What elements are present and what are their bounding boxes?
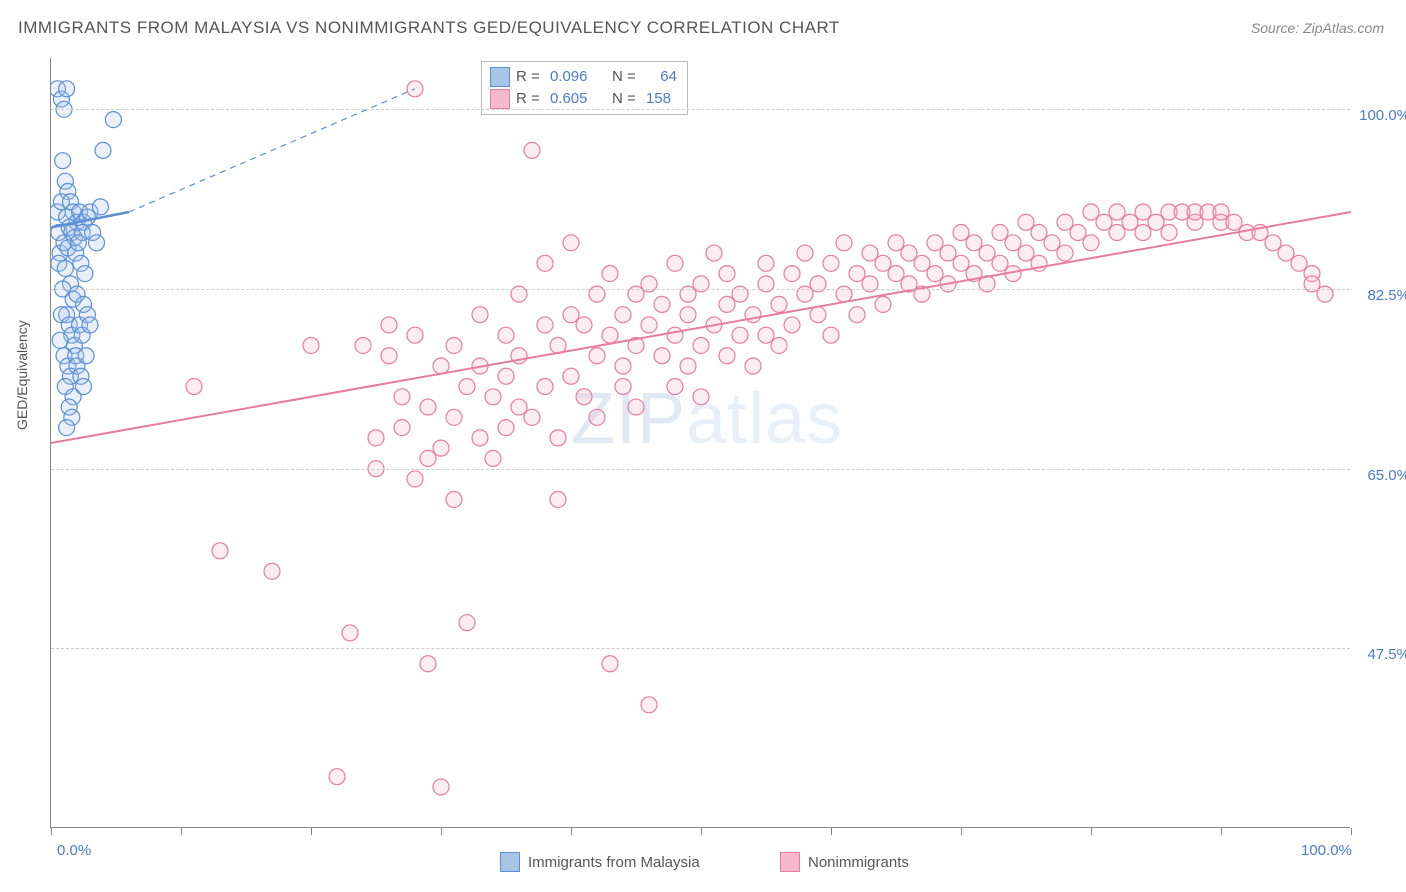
gridline (51, 109, 1350, 110)
series2-name: Nonimmigrants (808, 854, 909, 871)
x-tick (51, 828, 52, 835)
x-tick (311, 828, 312, 835)
x-tick (701, 828, 702, 835)
chart-svg (51, 58, 1351, 828)
swatch-series2 (490, 89, 510, 109)
correlation-legend: R = 0.096 N = 64 R = 0.605 N = 158 (481, 61, 688, 115)
x-tick (1221, 828, 1222, 835)
x-tick (1091, 828, 1092, 835)
source-attribution: Source: ZipAtlas.com (1251, 20, 1384, 36)
x-tick (571, 828, 572, 835)
y-tick-label: 82.5% (1367, 287, 1406, 304)
legend-r-value-2: 0.605 (550, 88, 588, 110)
bottom-legend-1: Immigrants from Malaysia (500, 852, 700, 872)
swatch-series1-bottom (500, 852, 520, 872)
legend-n-value-2: 158 (646, 88, 671, 110)
chart-title: IMMIGRANTS FROM MALAYSIA VS NONIMMIGRANT… (18, 18, 840, 38)
swatch-series1 (490, 67, 510, 87)
y-tick-label: 47.5% (1367, 646, 1406, 663)
legend-r-value-1: 0.096 (550, 66, 588, 88)
x-tick (441, 828, 442, 835)
legend-r-label: R = (516, 66, 544, 88)
x-tick-label: 0.0% (57, 842, 91, 859)
legend-r-label: R = (516, 88, 544, 110)
legend-n-label: N = (612, 88, 640, 110)
legend-row-series1: R = 0.096 N = 64 (490, 66, 677, 88)
y-tick-label: 65.0% (1367, 467, 1406, 484)
legend-n-value-1: 64 (660, 66, 677, 88)
x-tick (181, 828, 182, 835)
x-tick (831, 828, 832, 835)
gridline (51, 648, 1350, 649)
legend-row-series2: R = 0.605 N = 158 (490, 88, 677, 110)
x-tick-label: 100.0% (1301, 842, 1352, 859)
gridline (51, 469, 1350, 470)
swatch-series2-bottom (780, 852, 800, 872)
bottom-legend-2: Nonimmigrants (780, 852, 909, 872)
y-tick-label: 100.0% (1359, 107, 1406, 124)
x-tick (1351, 828, 1352, 835)
legend-n-label: N = (612, 66, 640, 88)
x-tick (961, 828, 962, 835)
gridline (51, 289, 1350, 290)
plot-area: ZIPatlas R = 0.096 N = 64 R = 0.605 N = … (50, 58, 1350, 828)
y-axis-label: GED/Equivalency (14, 320, 30, 430)
series1-name: Immigrants from Malaysia (528, 854, 700, 871)
